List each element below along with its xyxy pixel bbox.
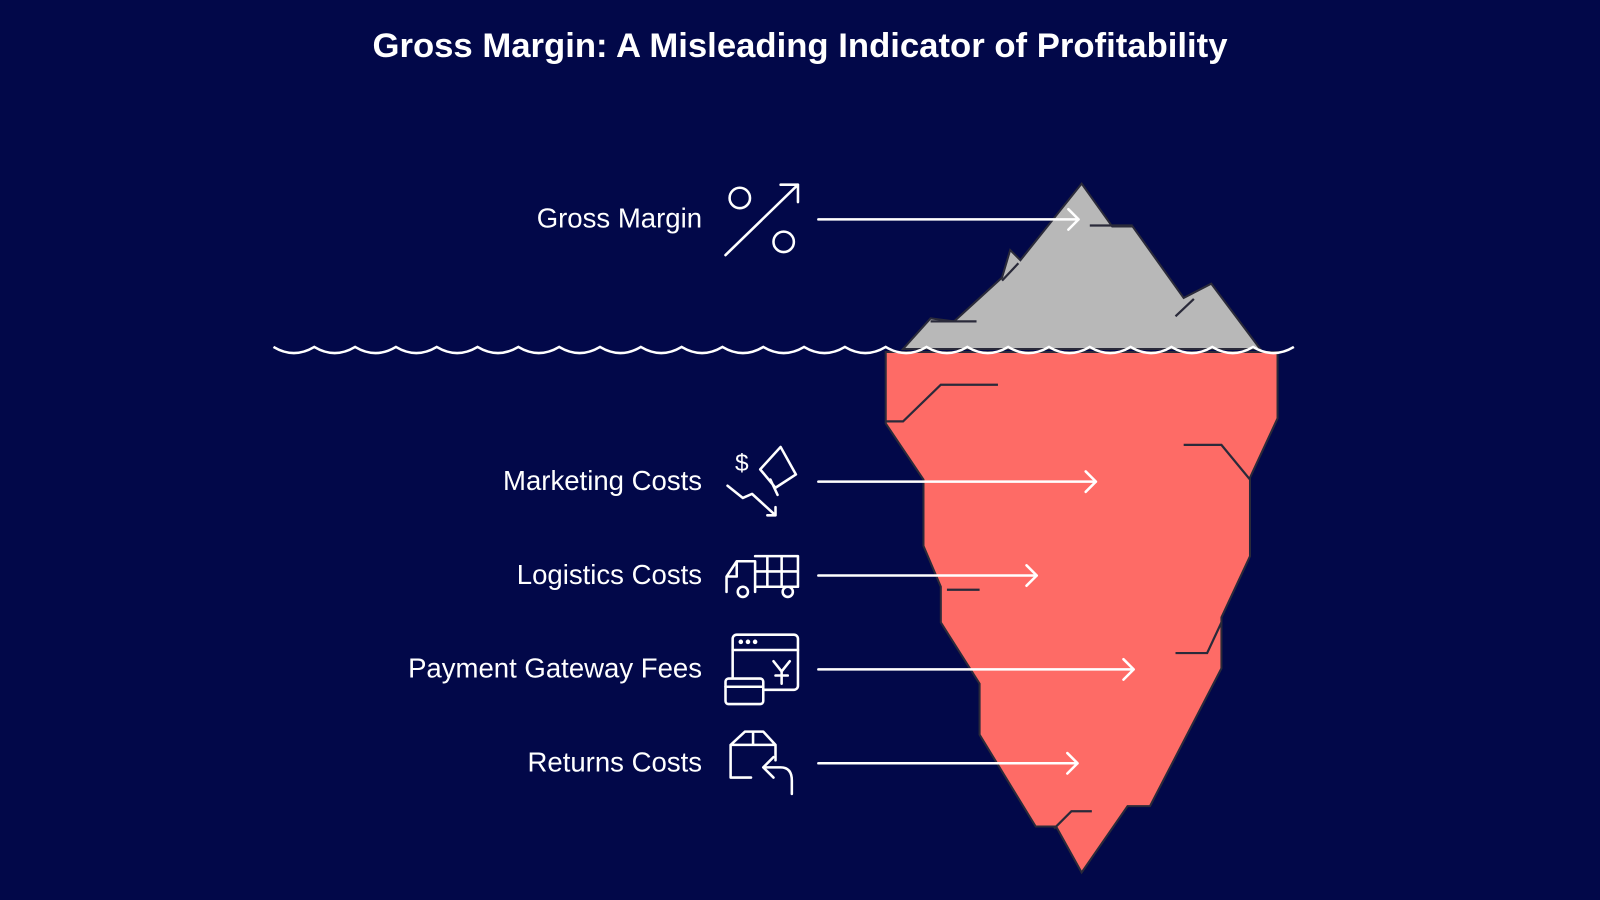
iceberg-tip: [900, 181, 1263, 350]
svg-text:$: $: [735, 450, 749, 477]
arrow: [817, 751, 1079, 775]
arrow: [817, 470, 1098, 494]
arrow: [817, 657, 1135, 681]
crack: [885, 383, 1251, 830]
arrow: [817, 564, 1039, 587]
marketing-icon: $: [726, 445, 798, 517]
logistics-icon: [725, 554, 800, 599]
percent-icon: [724, 183, 800, 257]
payment-icon: [724, 633, 800, 706]
label: Marketing Costs: [503, 465, 702, 496]
returns-icon: [729, 730, 794, 796]
label: Returns Costs: [528, 747, 703, 778]
water-line: [272, 345, 1295, 355]
title: Gross Margin: A Misleading Indicator of …: [372, 27, 1228, 65]
label: Payment Gateway Fees: [408, 653, 702, 684]
label: Logistics Costs: [517, 559, 702, 590]
iceberg-underwater: [884, 351, 1279, 875]
label: Gross Margin: [537, 203, 702, 234]
arrow: [817, 207, 1080, 231]
crack: [930, 224, 1195, 323]
